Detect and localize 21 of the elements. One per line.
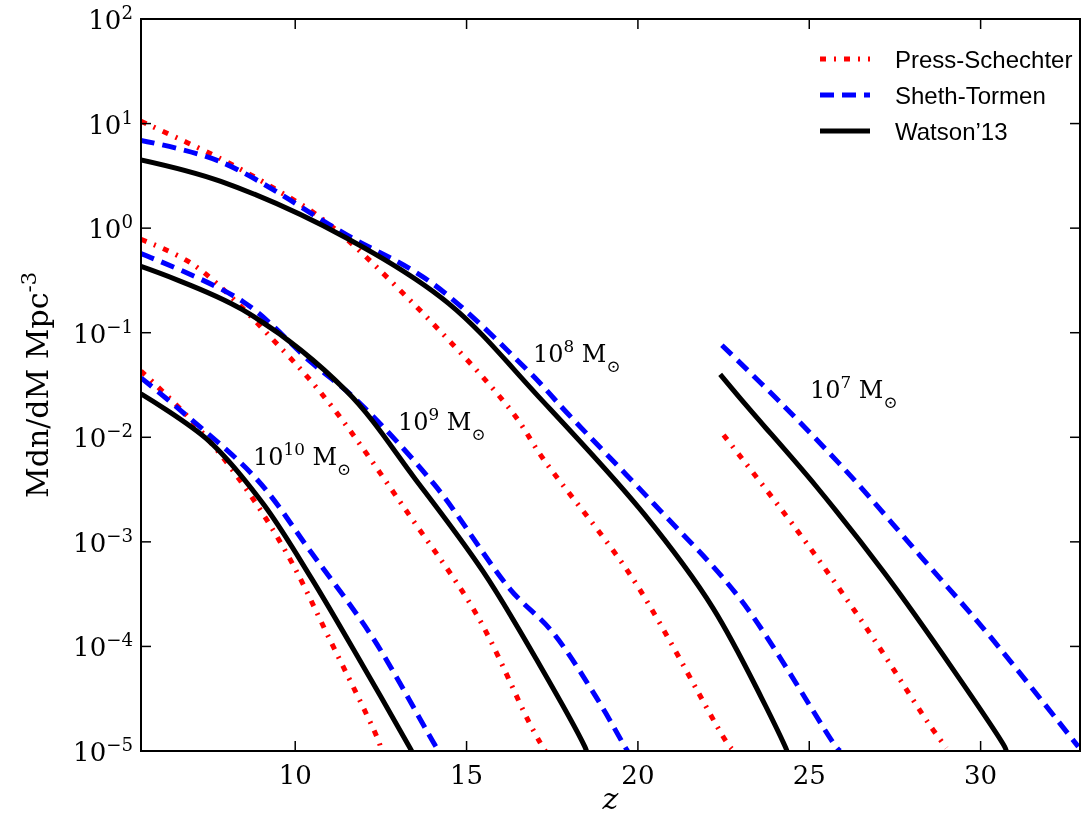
annotation: 10$^{9}$ M$_{⊙}$ [398, 404, 486, 444]
x-tick-label: 30 [964, 760, 998, 790]
legend-label: Watson’13 [895, 118, 1008, 145]
x-axis-title: z [601, 781, 619, 813]
x-tick-label: 15 [450, 760, 484, 790]
legend-label: Sheth-Tormen [895, 82, 1046, 109]
y-tick-label: 10$^{−4}$ [73, 628, 133, 663]
legend-label: Press-Schechter [895, 46, 1073, 73]
annotation: 10$^{10}$ M$_{⊙}$ [253, 439, 352, 479]
annotation: 10$^{7}$ M$_{⊙}$ [810, 372, 898, 412]
x-tick-label: 10 [278, 760, 312, 790]
x-tick-label: 25 [792, 760, 826, 790]
y-tick-label: 10$^{2}$ [88, 1, 133, 35]
y-tick-label: 10$^{−5}$ [73, 733, 133, 767]
annotation: 10$^{8}$ M$_{⊙}$ [533, 336, 621, 376]
y-tick-label: 10$^{0}$ [88, 210, 133, 245]
y-tick-label: 10$^{1}$ [88, 106, 133, 140]
y-tick-label: 10$^{−3}$ [73, 524, 133, 558]
y-tick-label: 10$^{−1}$ [73, 315, 133, 349]
x-tick-label: 20 [621, 760, 655, 790]
y-tick-label: 10$^{−2}$ [73, 419, 133, 454]
